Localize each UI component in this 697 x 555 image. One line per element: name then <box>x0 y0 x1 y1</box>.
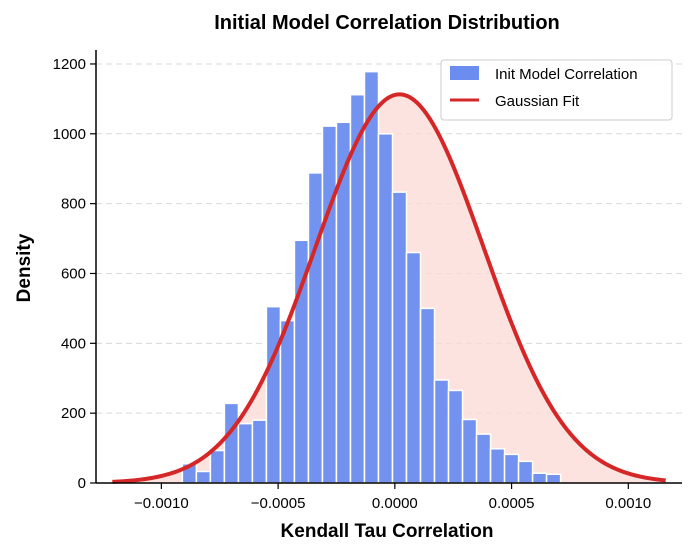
histogram-bar <box>391 191 408 484</box>
histogram-bar <box>461 418 478 484</box>
x-tick-label: 0.0000 <box>372 495 418 512</box>
x-tick-label: −0.0010 <box>134 495 189 512</box>
histogram-bar <box>209 449 226 484</box>
y-tick-label: 1000 <box>53 126 86 143</box>
legend-frame <box>440 59 673 121</box>
histogram-bar <box>489 448 506 484</box>
x-tick-label: −0.0005 <box>251 495 306 512</box>
y-tick-label: 200 <box>61 405 86 422</box>
y-axis-label: Density <box>14 233 35 302</box>
gaussian-fit-curve <box>112 92 666 484</box>
histogram-bar <box>419 307 436 484</box>
y-axis-ticks: 0 200 400 600 800 1000 1200 <box>53 56 96 492</box>
histogram-bar <box>447 389 464 484</box>
histogram-bar <box>405 251 422 484</box>
x-tick-label: 0.0010 <box>605 495 651 512</box>
legend-swatch-histogram <box>450 66 479 80</box>
histogram-bar <box>251 419 268 484</box>
histogram-bar <box>475 433 492 484</box>
y-tick-label: 0 <box>78 475 86 492</box>
axes <box>95 50 682 484</box>
chart-title: Initial Model Correlation Distribution <box>214 12 560 34</box>
histogram-bar <box>531 472 548 484</box>
histogram-bar <box>307 172 324 484</box>
x-axis-ticks: −0.0010 −0.0005 0.0000 0.0005 0.0010 <box>134 483 651 512</box>
histogram-bar <box>377 133 394 484</box>
y-tick-label: 800 <box>61 196 86 213</box>
gaussian-curve-layer <box>112 92 666 484</box>
histogram-bar <box>517 460 534 484</box>
histogram-bar <box>223 402 240 484</box>
legend: Init Model Correlation Gaussian Fit <box>440 59 673 121</box>
x-axis-label: Kendall Tau Correlation <box>281 521 494 542</box>
histogram-bar <box>195 470 212 484</box>
x-tick-label: 0.0005 <box>489 495 535 512</box>
histogram-bar <box>279 319 296 484</box>
y-tick-label: 400 <box>61 335 86 352</box>
histogram-bar <box>321 125 338 484</box>
histogram-bar <box>265 305 282 484</box>
histogram-bar <box>363 70 380 484</box>
y-tick-label: 600 <box>61 265 86 282</box>
histogram-bar <box>503 453 520 484</box>
legend-label-histogram: Init Model Correlation <box>495 66 638 83</box>
histogram-bar <box>545 473 562 484</box>
histogram-bar <box>237 422 254 484</box>
y-tick-label: 1200 <box>53 56 86 73</box>
legend-label-gaussian: Gaussian Fit <box>495 93 580 110</box>
histogram-bar <box>433 379 450 484</box>
